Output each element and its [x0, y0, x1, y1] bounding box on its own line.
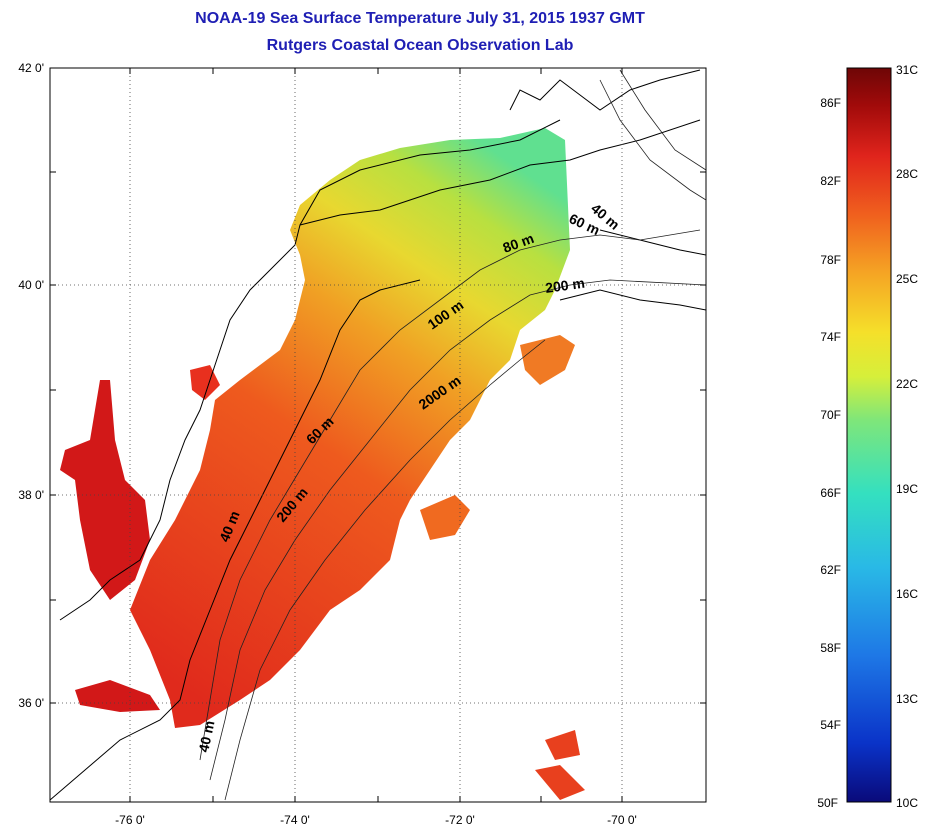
sst-data-swath	[130, 128, 570, 728]
colorbar-f-label: 50F	[817, 796, 838, 810]
gridlines	[50, 68, 706, 802]
colorbar-f-label: 54F	[820, 718, 841, 732]
sst-patch-south2	[535, 765, 585, 800]
lon-label-76: -76 0'	[115, 813, 145, 827]
axis-ticks	[50, 68, 706, 802]
bathymetry-contours	[199, 69, 706, 801]
lat-label-40: 40 0'	[18, 278, 44, 292]
colorbar-f-label: 62F	[820, 563, 841, 577]
sst-patch-south1	[545, 730, 580, 760]
sst-patch-offshore	[520, 335, 575, 385]
coastline	[50, 69, 706, 801]
colorbar-f-label: 74F	[820, 330, 841, 344]
colorbar-c-label: 16C	[896, 587, 918, 601]
colorbar-c-label: 19C	[896, 482, 918, 496]
colorbar-f-label: 82F	[820, 174, 841, 188]
colorbar	[846, 67, 892, 803]
contour-label: 40 m	[195, 719, 217, 754]
lon-label-72: -72 0'	[445, 813, 475, 827]
map-subtitle: Rutgers Coastal Ocean Observation Lab	[266, 37, 574, 54]
lat-label-38: 38 0'	[18, 488, 44, 502]
colorbar-fahrenheit-labels: 86F 82F 78F 74F 70F 66F 62F 58F 54F 50F	[817, 96, 841, 810]
colorbar-c-label: 28C	[896, 167, 918, 181]
colorbar-celsius-labels: 31C 28C 25C 22C 19C 16C 13C 10C	[896, 63, 918, 810]
colorbar-f-label: 66F	[820, 486, 841, 500]
sst-patch-gulfstream	[420, 495, 470, 540]
lat-label-36: 36 0'	[18, 696, 44, 710]
colorbar-f-label: 86F	[820, 96, 841, 110]
colorbar-c-label: 10C	[896, 796, 918, 810]
colorbar-c-label: 22C	[896, 377, 918, 391]
colorbar-c-label: 13C	[896, 692, 918, 706]
lat-label-42: 42 0'	[18, 61, 44, 75]
colorbar-f-label: 70F	[820, 408, 841, 422]
lon-label-74: -74 0'	[280, 813, 310, 827]
sst-bay-chesapeake	[60, 380, 150, 600]
colorbar-f-label: 78F	[820, 253, 841, 267]
sst-bay-pamlico	[75, 680, 160, 712]
colorbar-f-label: 58F	[820, 641, 841, 655]
contour-label: 200 m	[544, 275, 586, 296]
colorbar-c-label: 25C	[896, 272, 918, 286]
colorbar-c-label: 31C	[896, 63, 918, 77]
map-title: NOAA-19 Sea Surface Temperature July 31,…	[195, 10, 645, 27]
lon-label-70: -70 0'	[607, 813, 637, 827]
